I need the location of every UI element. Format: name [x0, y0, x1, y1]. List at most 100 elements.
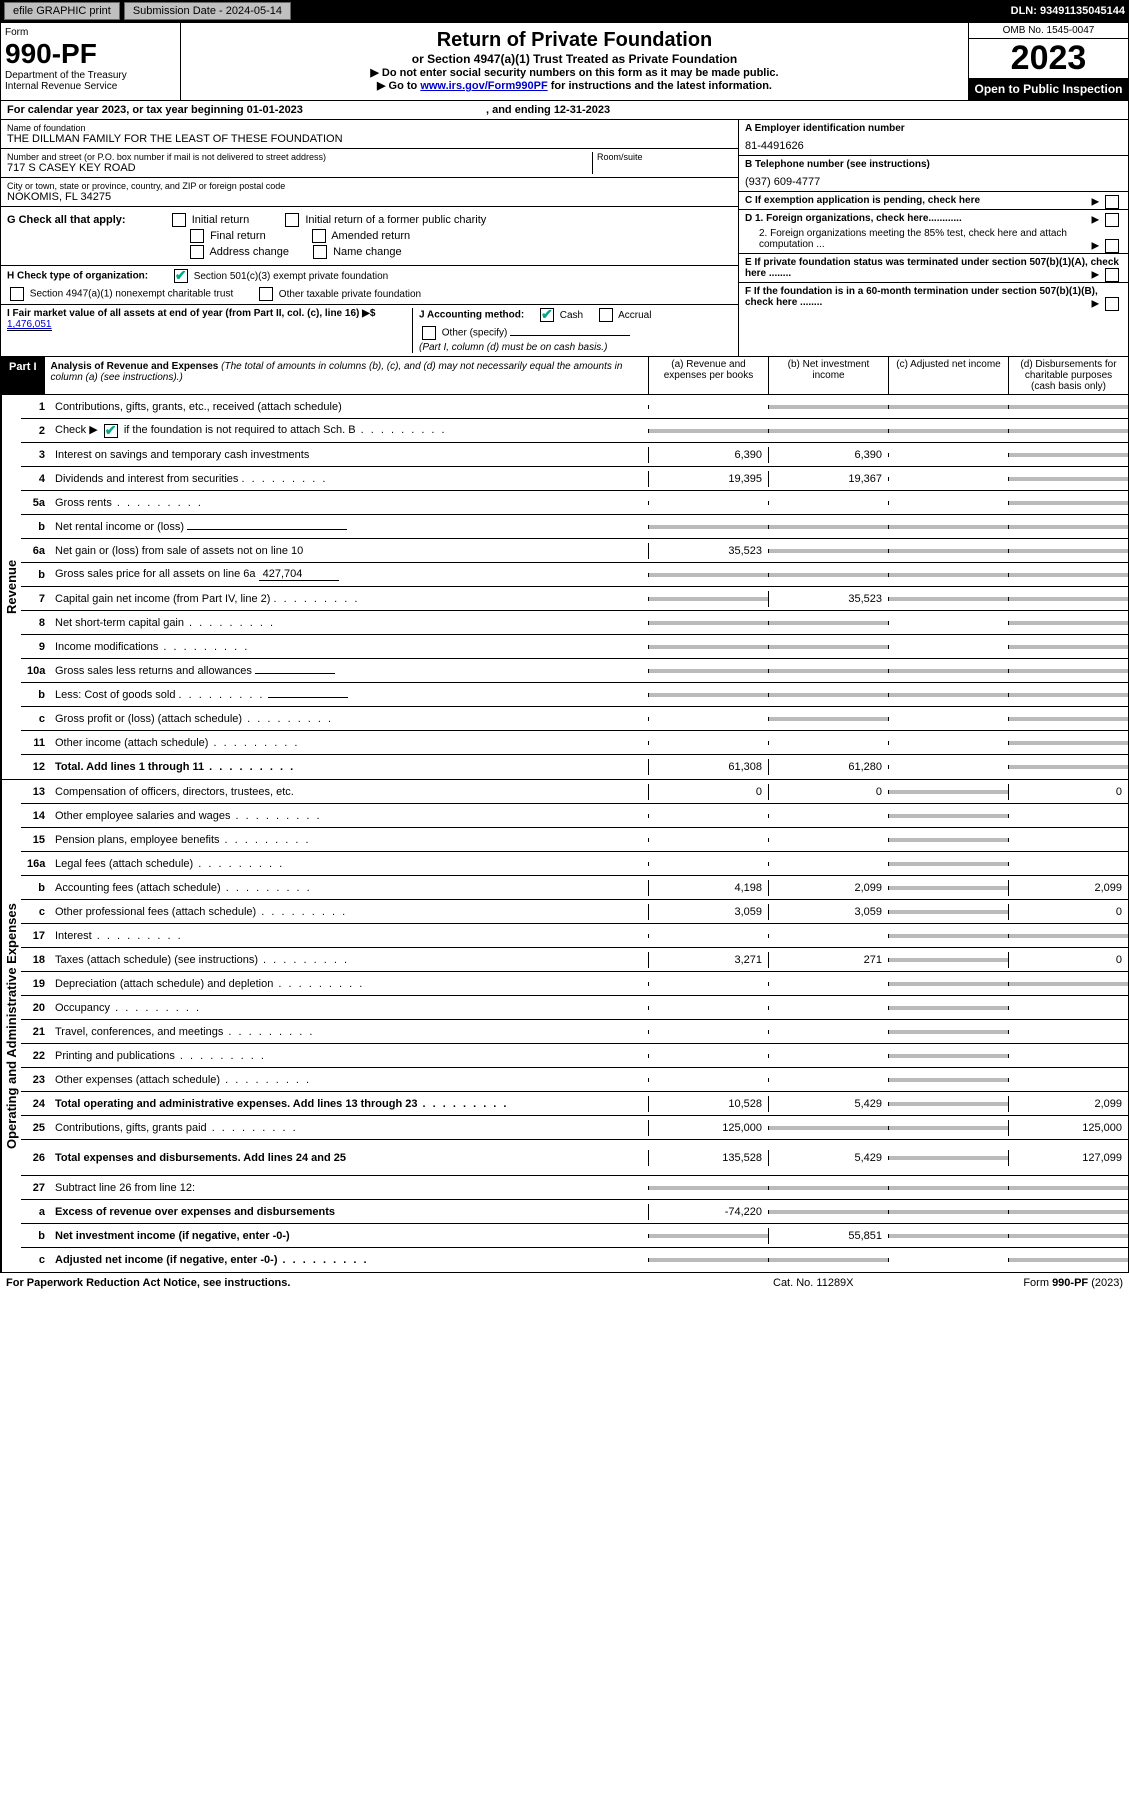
- l26-b: 5,429: [768, 1150, 888, 1166]
- tax-year: 2023: [969, 39, 1128, 78]
- line-27c: Adjusted net income (if negative, enter …: [51, 1252, 648, 1268]
- d1-checkbox[interactable]: [1105, 213, 1119, 227]
- line-27a: Excess of revenue over expenses and disb…: [51, 1204, 648, 1220]
- address-label: Number and street (or P.O. box number if…: [7, 152, 592, 162]
- l6b-val: 427,704: [259, 568, 339, 581]
- other-taxable-checkbox[interactable]: [259, 287, 273, 301]
- line-16c: Other professional fees (attach schedule…: [51, 904, 648, 920]
- line-16a: Legal fees (attach schedule): [51, 856, 648, 872]
- phone-value: (937) 609-4777: [745, 176, 1122, 188]
- d2-label: 2. Foreign organizations meeting the 85%…: [759, 228, 1067, 250]
- l16b-a: 4,198: [648, 880, 768, 896]
- l13-b: 0: [768, 784, 888, 800]
- form-title: Return of Private Foundation: [187, 29, 962, 52]
- g-label: G Check all that apply:: [7, 214, 126, 226]
- c-checkbox[interactable]: [1105, 195, 1119, 209]
- line-17: Interest: [51, 928, 648, 944]
- e-label: E If private foundation status was termi…: [745, 257, 1119, 279]
- accrual-checkbox[interactable]: [599, 308, 613, 322]
- amended-return-label: Amended return: [331, 230, 410, 242]
- l3-a: 6,390: [648, 447, 768, 463]
- 501c3-label: Section 501(c)(3) exempt private foundat…: [194, 271, 389, 282]
- dept-treasury: Department of the Treasury: [5, 70, 176, 81]
- 501c3-checkbox[interactable]: [174, 269, 188, 283]
- line-3: Interest on savings and temporary cash i…: [51, 447, 648, 463]
- city-value: NOKOMIS, FL 34275: [7, 191, 732, 203]
- line-23: Other expenses (attach schedule): [51, 1072, 648, 1088]
- col-a-header: (a) Revenue and expenses per books: [648, 357, 768, 394]
- l16b-b: 2,099: [768, 880, 888, 896]
- other-method-checkbox[interactable]: [422, 326, 436, 340]
- dln-number: DLN: 93491135045144: [1011, 5, 1125, 17]
- sch-b-checkbox[interactable]: [104, 424, 118, 438]
- line-27b: Net investment income (if negative, ente…: [51, 1228, 648, 1244]
- other-taxable-label: Other taxable private foundation: [279, 289, 421, 300]
- revenue-side-label: Revenue: [1, 395, 21, 779]
- irs-link[interactable]: www.irs.gov/Form990PF: [420, 80, 547, 92]
- footer-right: Form 990-PF (2023): [973, 1277, 1123, 1289]
- line-10a: Gross sales less returns and allowances: [51, 663, 648, 679]
- footer-mid: Cat. No. 11289X: [773, 1277, 973, 1289]
- initial-former-checkbox[interactable]: [285, 213, 299, 227]
- initial-return-label: Initial return: [192, 214, 249, 226]
- line-18: Taxes (attach schedule) (see instruction…: [51, 952, 648, 968]
- l24-b: 5,429: [768, 1096, 888, 1112]
- line-11: Other income (attach schedule): [51, 735, 648, 751]
- e-checkbox[interactable]: [1105, 268, 1119, 282]
- fmv-value[interactable]: 1,476,051: [7, 319, 52, 331]
- line-10c: Gross profit or (loss) (attach schedule): [51, 711, 648, 727]
- line-7: Capital gain net income (from Part IV, l…: [51, 591, 648, 607]
- line-1: Contributions, gifts, grants, etc., rece…: [51, 399, 648, 415]
- l12-b: 61,280: [768, 759, 888, 775]
- address-change-label: Address change: [209, 246, 289, 258]
- amended-return-checkbox[interactable]: [312, 229, 326, 243]
- cash-checkbox[interactable]: [540, 308, 554, 322]
- line-21: Travel, conferences, and meetings: [51, 1024, 648, 1040]
- name-change-checkbox[interactable]: [313, 245, 327, 259]
- l4-b: 19,367: [768, 471, 888, 487]
- efile-print-button[interactable]: efile GRAPHIC print: [4, 2, 120, 20]
- line-22: Printing and publications: [51, 1048, 648, 1064]
- final-return-checkbox[interactable]: [190, 229, 204, 243]
- line-8: Net short-term capital gain: [51, 615, 648, 631]
- address-change-checkbox[interactable]: [190, 245, 204, 259]
- l24-a: 10,528: [648, 1096, 768, 1112]
- line-16b: Accounting fees (attach schedule): [51, 880, 648, 896]
- f-checkbox[interactable]: [1105, 297, 1119, 311]
- line-2: Check ▶ if the foundation is not require…: [51, 421, 648, 439]
- line-4: Dividends and interest from securities: [51, 471, 648, 487]
- cash-label: Cash: [560, 310, 583, 321]
- initial-return-checkbox[interactable]: [172, 213, 186, 227]
- l6a-a: 35,523: [648, 543, 768, 559]
- line-27: Subtract line 26 from line 12:: [51, 1180, 648, 1196]
- line-20: Occupancy: [51, 1000, 648, 1016]
- l26-d: 127,099: [1008, 1150, 1128, 1166]
- line-6a: Net gain or (loss) from sale of assets n…: [51, 543, 648, 559]
- l18-b: 271: [768, 952, 888, 968]
- l27a-a: -74,220: [648, 1204, 768, 1220]
- line-6b: Gross sales price for all assets on line…: [51, 566, 648, 583]
- footer-left: For Paperwork Reduction Act Notice, see …: [6, 1277, 773, 1289]
- col-d-header: (d) Disbursements for charitable purpose…: [1008, 357, 1128, 394]
- d1-label: D 1. Foreign organizations, check here..…: [745, 213, 962, 224]
- address: 717 S CASEY KEY ROAD: [7, 162, 592, 174]
- d2-checkbox[interactable]: [1105, 239, 1119, 253]
- room-label: Room/suite: [597, 152, 732, 162]
- h-label: H Check type of organization:: [7, 271, 148, 282]
- initial-former-label: Initial return of a former public charit…: [305, 214, 486, 226]
- f-label: F If the foundation is in a 60-month ter…: [745, 286, 1098, 308]
- form-number: 990-PF: [5, 38, 176, 70]
- l16c-d: 0: [1008, 904, 1128, 920]
- l24-d: 2,099: [1008, 1096, 1128, 1112]
- line-19: Depreciation (attach schedule) and deple…: [51, 976, 648, 992]
- form-subtitle: or Section 4947(a)(1) Trust Treated as P…: [187, 52, 962, 66]
- submission-date: Submission Date - 2024-05-14: [124, 2, 291, 20]
- part1-title: Analysis of Revenue and Expenses: [51, 361, 219, 372]
- name-label: Name of foundation: [7, 123, 732, 133]
- l13-a: 0: [648, 784, 768, 800]
- l25-a: 125,000: [648, 1120, 768, 1136]
- l7-b: 35,523: [768, 591, 888, 607]
- col-c-header: (c) Adjusted net income: [888, 357, 1008, 394]
- l4-a: 19,395: [648, 471, 768, 487]
- 4947-checkbox[interactable]: [10, 287, 24, 301]
